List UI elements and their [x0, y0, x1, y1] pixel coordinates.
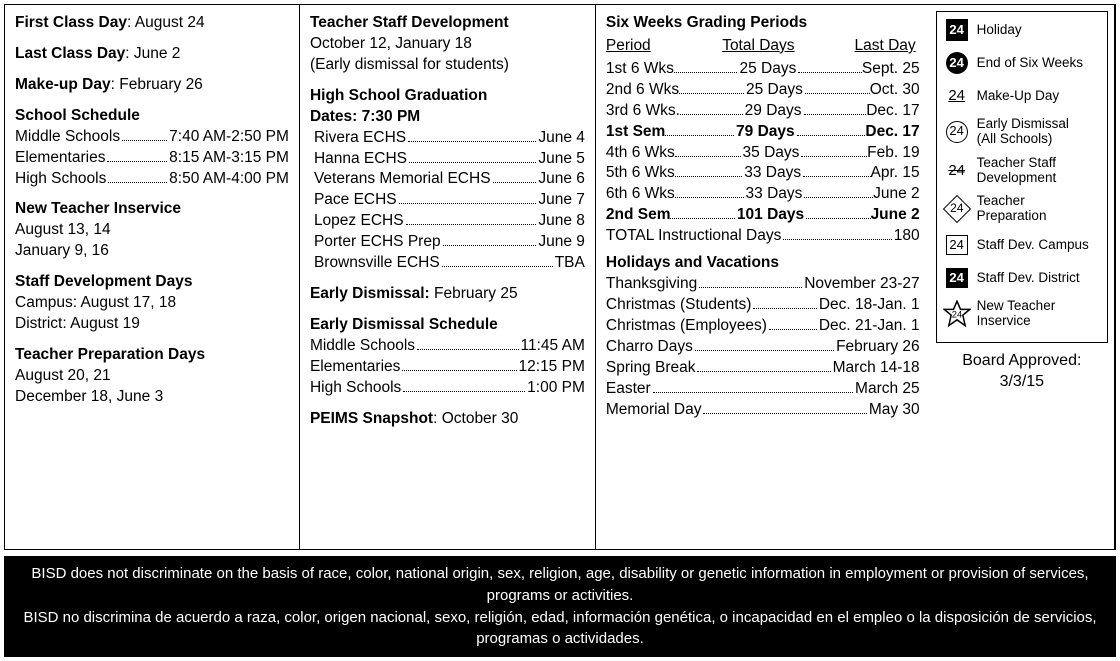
legend-symbol-box-open-icon: 24 [943, 233, 971, 257]
list-item: Veterans Memorial ECHSJune 6 [314, 169, 585, 190]
new-teacher-l2: January 9, 16 [15, 241, 289, 262]
teacher-prep-l1: August 20, 21 [15, 366, 289, 387]
legend-symbol-underline-icon: 24 [943, 84, 971, 108]
list-item: Christmas (Employees)Dec. 21-Jan. 1 [606, 316, 920, 337]
list-item: EasterMarch 25 [606, 379, 920, 400]
list-item: Hanna ECHSJune 5 [314, 149, 585, 170]
new-teacher-title: New Teacher Inservice [15, 199, 289, 220]
legend-symbol-circle-open-icon: 24 [943, 120, 971, 144]
legend-symbol-strike-icon: 24 [943, 159, 971, 183]
legend-item-box-open: 24 Staff Dev. Campus [943, 233, 1103, 257]
legend-symbol-box-solid-icon: 24 [943, 266, 971, 290]
grading-row: 5th 6 Wks33 DaysApr. 15 [606, 163, 920, 184]
grading-title: Six Weeks Grading Periods [606, 13, 920, 34]
tsd-title: Teacher Staff Development [310, 13, 585, 34]
column-staff-graduation: Teacher Staff Development October 12, Ja… [300, 5, 596, 549]
legend-item-box-solid: 24 Staff Dev. District [943, 266, 1103, 290]
legend-label: New TeacherInservice [977, 299, 1056, 329]
svg-text:24: 24 [951, 309, 961, 319]
legend-label: Staff Dev. District [977, 271, 1080, 286]
holidays-title: Holidays and Vacations [606, 253, 920, 274]
list-item: ThanksgivingNovember 23-27 [606, 274, 920, 295]
eds-title: Early Dismissal Schedule [310, 315, 585, 336]
grad-title-l1: High School Graduation [310, 86, 585, 107]
legend-item-circle-solid: 24 End of Six Weeks [943, 51, 1103, 75]
grading-row: 6th 6 Wks33 DaysJune 2 [606, 184, 920, 205]
legend-symbol-diamond-icon: 24 [943, 197, 971, 221]
legend-symbol-holiday-icon: 24 [943, 18, 971, 42]
legend-symbol-star-icon: 24 [943, 302, 971, 326]
calendar-info-panel: First Class Day: August 24 Last Class Da… [4, 4, 1116, 550]
tsd-l1: October 12, January 18 [310, 34, 585, 55]
grad-title-l2: Dates: 7:30 PM [310, 107, 585, 128]
list-item: Elementaries12:15 PM [310, 357, 585, 378]
board-approved: Board Approved: 3/3/15 [936, 351, 1108, 393]
nondiscrimination-footer: BISD does not discriminate on the basis … [4, 556, 1116, 657]
peims: PEIMS Snapshot: October 30 [310, 409, 585, 430]
column-legend: 24 Holiday 24 End of Six Weeks 24 Make-Up Day… [930, 5, 1115, 549]
tsd-l2: (Early dismissal for students) [310, 55, 585, 76]
list-item: High Schools8:50 AM-4:00 PM [15, 169, 289, 190]
grading-row: 1st Sem79 DaysDec. 17 [606, 122, 920, 143]
legend-label: Staff Dev. Campus [977, 238, 1089, 253]
total-instructional: TOTAL Instructional Days180 [606, 226, 920, 247]
staff-dev-l2: District: August 19 [15, 314, 289, 335]
last-class-day: Last Class Day: June 2 [15, 44, 289, 65]
grading-row: 2nd Sem101 DaysJune 2 [606, 205, 920, 226]
first-class-day: First Class Day: August 24 [15, 13, 289, 34]
list-item: Porter ECHS PrepJune 9 [314, 232, 585, 253]
list-item: Memorial DayMay 30 [606, 400, 920, 421]
column-grading-holidays: Six Weeks Grading Periods Period Total D… [596, 5, 930, 549]
grading-row: 3rd 6 Wks.29 DaysDec. 17 [606, 101, 920, 122]
legend-item-underline: 24 Make-Up Day [943, 84, 1103, 108]
list-item: Christmas (Students)Dec. 18-Jan. 1 [606, 295, 920, 316]
new-teacher-l1: August 13, 14 [15, 220, 289, 241]
list-item: High Schools1:00 PM [310, 378, 585, 399]
legend-box: 24 Holiday 24 End of Six Weeks 24 Make-Up Day… [936, 11, 1108, 343]
early-dismissal: Early Dismissal: February 25 [310, 284, 585, 305]
legend-item-holiday: 24 Holiday [943, 18, 1103, 42]
list-item: Rivera ECHSJune 4 [314, 128, 585, 149]
legend-item-circle-open: 24Early Dismissal(All Schools) [943, 117, 1103, 147]
list-item: Charro DaysFebruary 26 [606, 337, 920, 358]
column-key-dates: First Class Day: August 24 Last Class Da… [5, 5, 300, 549]
list-item: Lopez ECHSJune 8 [314, 211, 585, 232]
grading-row: 2nd 6 Wks25 DaysOct. 30 [606, 80, 920, 101]
teacher-prep-l2: December 18, June 3 [15, 387, 289, 408]
school-schedule-title: School Schedule [15, 106, 289, 127]
legend-label: Teacher StaffDevelopment [977, 156, 1057, 186]
list-item: Middle Schools7:40 AM-2:50 PM [15, 127, 289, 148]
legend-label: Holiday [977, 23, 1022, 38]
legend-item-strike: 24Teacher StaffDevelopment [943, 156, 1103, 186]
list-item: Spring BreakMarch 14-18 [606, 358, 920, 379]
legend-symbol-circle-solid-icon: 24 [943, 51, 971, 75]
makeup-day: Make-up Day: February 26 [15, 75, 289, 96]
list-item: Middle Schools11:45 AM [310, 336, 585, 357]
teacher-prep-title: Teacher Preparation Days [15, 345, 289, 366]
legend-label: Early Dismissal(All Schools) [977, 117, 1069, 147]
staff-dev-title: Staff Development Days [15, 272, 289, 293]
list-item: Pace ECHSJune 7 [314, 190, 585, 211]
grading-row: 1st 6 Wks25 DaysSept. 25 [606, 59, 920, 80]
list-item: Elementaries8:15 AM-3:15 PM [15, 148, 289, 169]
legend-label: End of Six Weeks [977, 56, 1083, 71]
staff-dev-l1: Campus: August 17, 18 [15, 293, 289, 314]
grading-row: 4th 6 Wks35 DaysFeb. 19 [606, 143, 920, 164]
list-item: Brownsville ECHSTBA [314, 253, 585, 274]
legend-item-star: 24 New TeacherInservice [943, 299, 1103, 329]
legend-label: TeacherPreparation [977, 194, 1047, 224]
legend-label: Make-Up Day [977, 89, 1060, 104]
grading-header: Period Total Days Last Day [606, 36, 920, 57]
legend-item-diamond: 24TeacherPreparation [943, 194, 1103, 224]
